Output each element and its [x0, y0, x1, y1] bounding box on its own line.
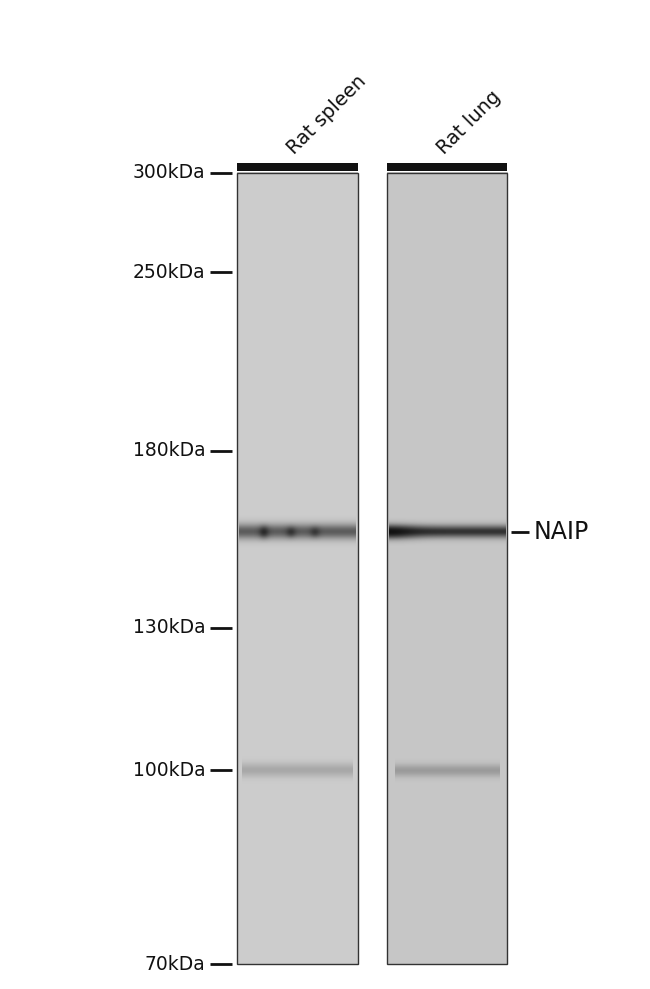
Text: 180kDa: 180kDa: [133, 441, 205, 460]
Bar: [387, 163, 507, 171]
Text: 100kDa: 100kDa: [133, 761, 205, 779]
Text: 70kDa: 70kDa: [144, 954, 205, 973]
Text: Rat lung: Rat lung: [434, 87, 504, 158]
Bar: [237, 163, 358, 171]
Bar: [387, 173, 507, 964]
Text: NAIP: NAIP: [534, 520, 590, 544]
Text: 130kDa: 130kDa: [133, 618, 205, 637]
Bar: [237, 173, 358, 964]
Text: 250kDa: 250kDa: [133, 262, 205, 282]
Text: 300kDa: 300kDa: [133, 163, 205, 182]
Text: Rat spleen: Rat spleen: [284, 72, 370, 158]
